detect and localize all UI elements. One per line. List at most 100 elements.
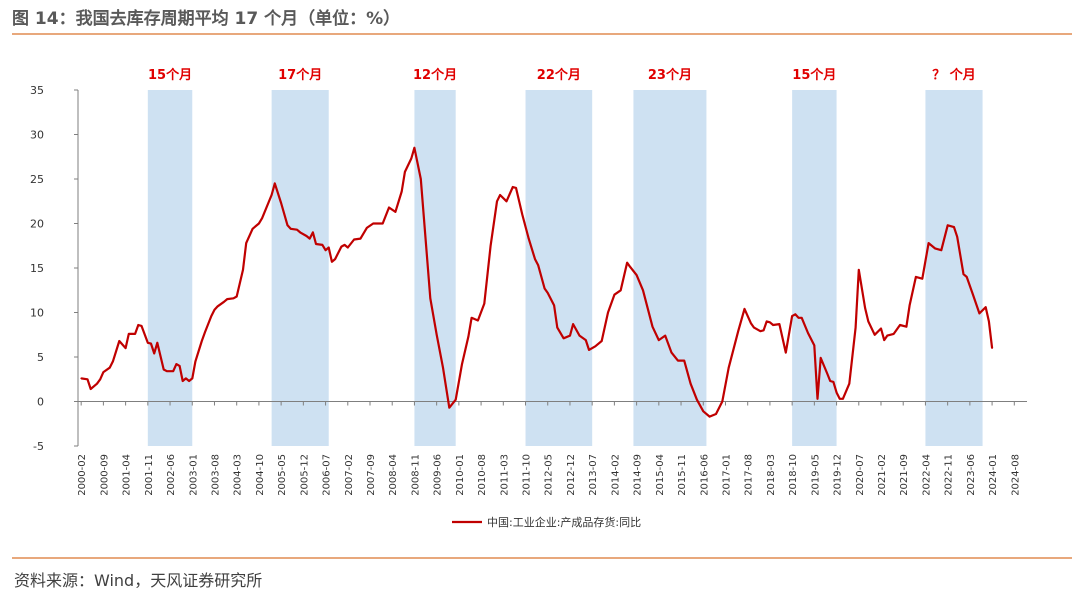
- data-point: [315, 243, 317, 245]
- y-tick-label: 25: [30, 173, 44, 186]
- data-point: [835, 391, 838, 394]
- data-point: [708, 415, 711, 418]
- data-point: [137, 324, 140, 326]
- data-point: [404, 171, 406, 173]
- data-point: [721, 400, 724, 403]
- data-point: [150, 342, 152, 345]
- x-tick-label: 2012-12: [566, 454, 577, 496]
- data-point: [696, 398, 698, 401]
- x-tick-label: 2021-02: [877, 454, 888, 496]
- data-point: [750, 322, 752, 324]
- data-point: [245, 242, 248, 244]
- data-point: [216, 305, 219, 308]
- data-point: [172, 370, 175, 373]
- data-point: [521, 213, 524, 216]
- x-tick-label: 2000-09: [99, 454, 110, 496]
- data-point: [413, 147, 416, 149]
- data-point: [175, 363, 178, 365]
- data-point: [619, 289, 622, 292]
- series-layer: [80, 146, 994, 418]
- figure-title: 图 14：我国去库存周期平均 17 个月（单位：%）: [12, 9, 401, 29]
- data-point: [651, 325, 654, 328]
- data-point: [324, 249, 327, 251]
- data-point: [765, 320, 768, 323]
- data-point: [346, 246, 349, 249]
- data-point: [270, 194, 273, 196]
- x-tick-label: 2010-08: [477, 454, 488, 496]
- legend-label: 中国:工业企业:产成品存货:同比: [487, 515, 641, 529]
- y-tick-label: -5: [33, 440, 44, 453]
- data-point: [886, 334, 889, 337]
- data-point: [166, 370, 168, 373]
- band-label-2: 12个月: [413, 67, 457, 83]
- data-point: [200, 340, 203, 342]
- band-label-6: ？ 个月: [932, 67, 976, 83]
- y-tick-label: 35: [30, 84, 44, 97]
- data-point: [769, 321, 771, 324]
- data-point: [585, 339, 587, 341]
- data-point: [80, 377, 82, 380]
- data-point: [489, 244, 492, 247]
- data-point: [102, 371, 105, 373]
- x-tick-label: 2001-04: [122, 454, 133, 496]
- x-tick-label: 2022-04: [921, 454, 932, 496]
- y-tick-label: 20: [30, 218, 44, 231]
- data-point: [670, 351, 673, 354]
- data-point: [327, 246, 330, 249]
- data-point: [210, 315, 213, 317]
- x-tick-label: 2024-01: [988, 454, 999, 496]
- data-point: [321, 244, 324, 246]
- data-point: [594, 345, 597, 348]
- data-point: [543, 287, 546, 290]
- data-point: [470, 317, 473, 319]
- data-point: [838, 398, 841, 400]
- data-point: [629, 266, 632, 268]
- data-point: [842, 398, 844, 400]
- bottom-divider: [12, 557, 1072, 559]
- data-point: [588, 349, 590, 351]
- data-point: [934, 247, 936, 250]
- data-point: [848, 382, 851, 385]
- band-1: [271, 90, 329, 446]
- data-point: [191, 377, 194, 380]
- data-point: [512, 186, 514, 188]
- band-2: [414, 90, 456, 446]
- x-tick-label: 2001-11: [144, 454, 155, 496]
- data-point: [296, 228, 298, 231]
- data-point: [124, 347, 127, 349]
- data-point: [965, 276, 968, 278]
- data-point: [372, 222, 374, 225]
- legend: 中国:工业企业:产成品存货:同比: [452, 515, 641, 529]
- x-tick-label: 2007-09: [366, 454, 377, 496]
- x-tick-label: 2017-01: [721, 454, 732, 496]
- data-point: [829, 380, 832, 382]
- data-point: [813, 344, 816, 347]
- data-point: [867, 320, 870, 323]
- data-point: [96, 382, 98, 385]
- data-point: [546, 292, 549, 294]
- data-point: [258, 222, 260, 225]
- x-tick-label: 2003-01: [188, 454, 199, 496]
- x-tick-label: 2005-05: [277, 454, 288, 496]
- data-point: [499, 194, 501, 196]
- line-chart: 15个月 17个月 12个月 22个月 23个月 15个月？ 个月 -5051015202…: [30, 67, 1027, 529]
- data-point: [127, 333, 130, 335]
- x-tick-label: 2007-02: [344, 454, 355, 496]
- data-point: [86, 378, 89, 381]
- data-point: [334, 258, 336, 260]
- data-point: [962, 273, 965, 276]
- data-point: [921, 277, 924, 280]
- data-point: [394, 211, 397, 213]
- data-point: [505, 200, 508, 203]
- data-point: [572, 323, 574, 325]
- data-point: [905, 325, 908, 328]
- data-point: [988, 320, 990, 323]
- data-point: [429, 297, 432, 300]
- shaded-bands: 15个月 17个月 12个月 22个月 23个月 15个月 ？ 个月: [147, 67, 983, 446]
- band-5: [792, 90, 837, 446]
- band-label-4: 23个月: [648, 67, 692, 83]
- data-point: [461, 363, 463, 365]
- x-tick-label: 2011-03: [499, 454, 510, 496]
- data-point: [496, 200, 498, 203]
- band-label-5: 15个月: [792, 67, 836, 83]
